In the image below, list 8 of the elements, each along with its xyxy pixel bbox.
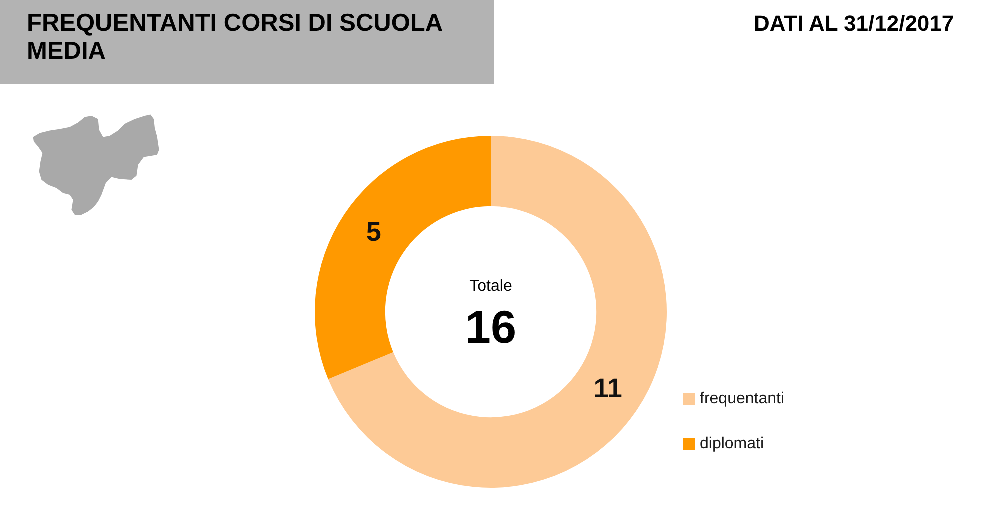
text: DATI AL 31/12/2017 xyxy=(754,11,954,37)
text: Totale xyxy=(470,278,512,295)
data-label: 5 xyxy=(366,217,382,248)
chart-title: FREQUENTANTI CORSI DI SCUOLA MEDIA xyxy=(27,10,444,66)
legend-label: frequentanti xyxy=(700,390,785,408)
legend-label: diplomati xyxy=(700,435,764,452)
data-label: 11 xyxy=(594,374,622,404)
text: 16 xyxy=(465,301,517,353)
